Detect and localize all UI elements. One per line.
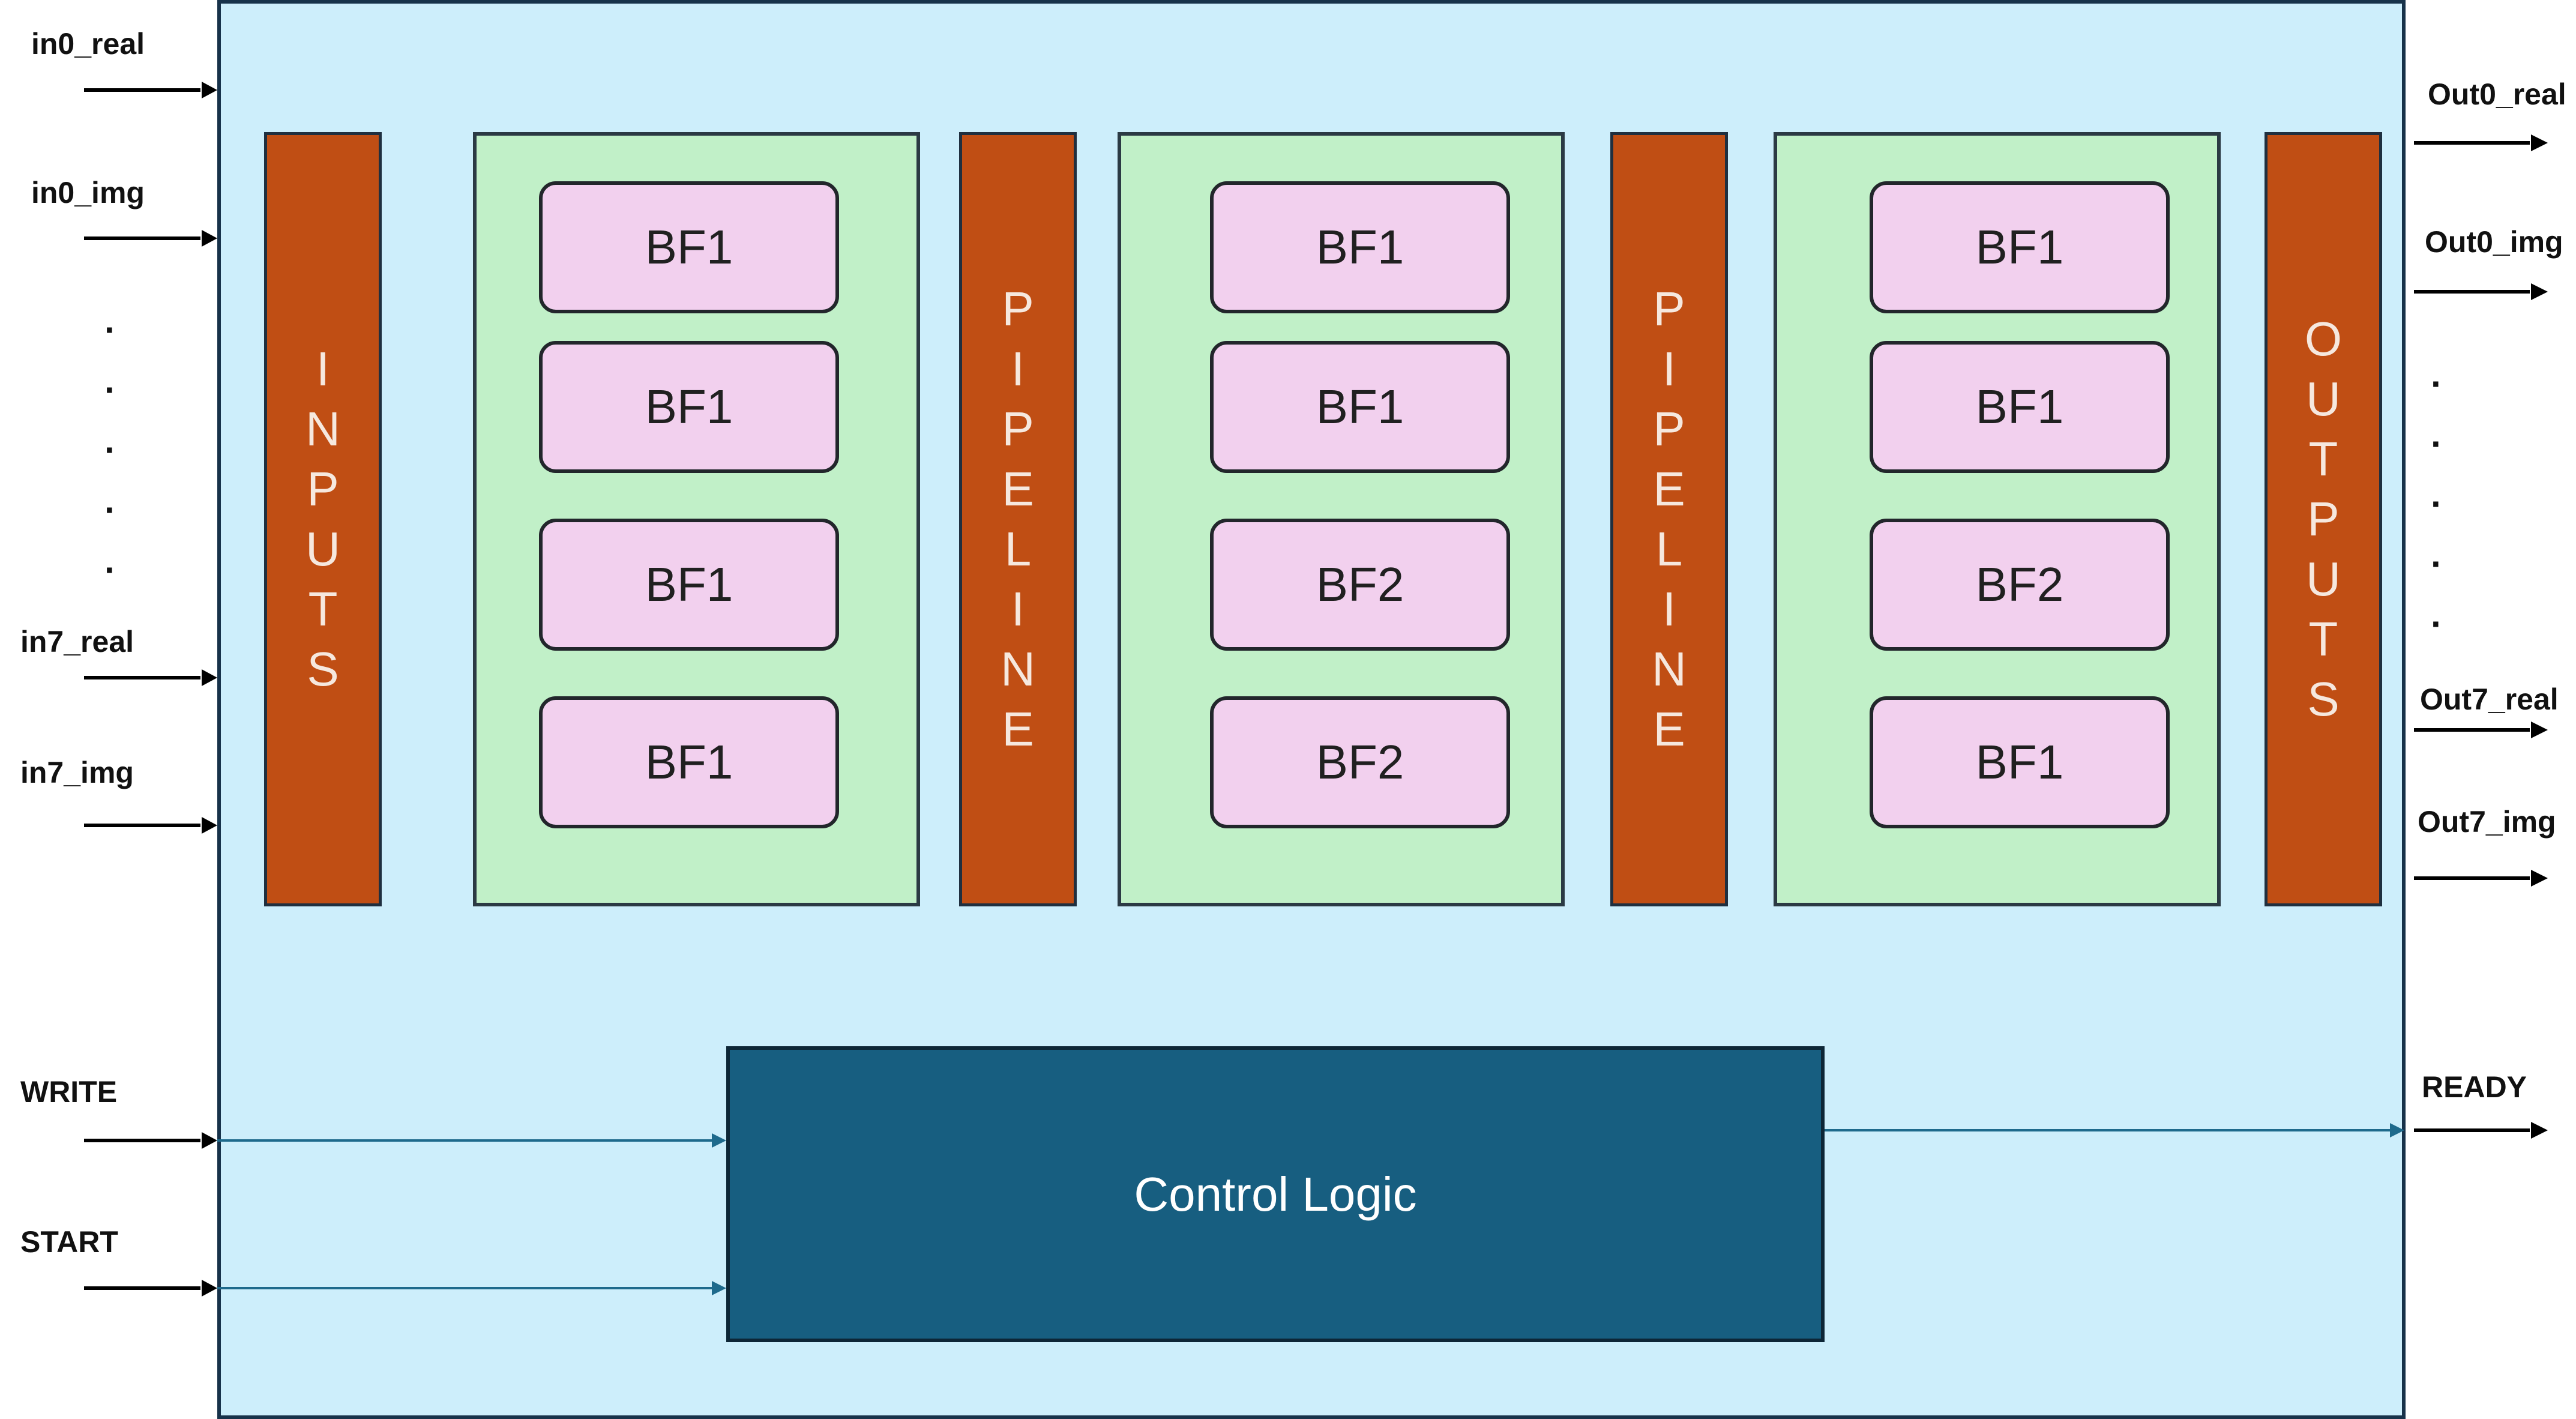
outputs-bar-label: O U T P U T S [2304, 312, 2343, 726]
pipeline-bar-1-label: P I P E L I N E [1001, 282, 1035, 756]
in0-real-label: in0_real [31, 27, 145, 61]
bf-block: BF1 [539, 341, 839, 473]
bf-block: BF1 [1210, 181, 1510, 313]
bf-block: BF1 [1210, 341, 1510, 473]
out7-img-label: Out7_img [2418, 805, 2556, 839]
arrowhead [2531, 870, 2548, 887]
pipeline-bar-2: P I P E L I N E [1610, 132, 1728, 906]
arrowhead [2531, 1122, 2548, 1139]
out7-real-label: Out7_real [2420, 682, 2559, 716]
arrowhead [2531, 283, 2548, 300]
pipeline-bar-1: P I P E L I N E [959, 132, 1077, 906]
arrowhead [2531, 722, 2548, 738]
bf-block: BF1 [539, 696, 839, 828]
write-label: WRITE [20, 1075, 118, 1109]
ellipsis-dot: · [2431, 604, 2443, 644]
arrowhead [202, 1280, 217, 1297]
control-logic-block: Control Logic [726, 1046, 1825, 1342]
ellipsis-dot: · [104, 430, 116, 470]
bf-block: BF1 [1870, 696, 2170, 828]
bf-block: BF1 [1870, 181, 2170, 313]
ready-label: READY [2422, 1070, 2527, 1104]
ellipsis-dot: · [2431, 544, 2443, 584]
arrowhead [202, 817, 217, 834]
bf-block: BF2 [1210, 519, 1510, 651]
arrowhead [202, 1132, 217, 1149]
outputs-bar: O U T P U T S [2265, 132, 2382, 906]
ellipsis-dot: · [104, 490, 116, 530]
arrowhead [2531, 134, 2548, 151]
ellipsis-dot: · [104, 310, 116, 350]
control-logic-label: Control Logic [1134, 1167, 1417, 1221]
ellipsis-dot: · [2431, 484, 2443, 524]
arrowhead [202, 669, 217, 686]
arrowhead [712, 1281, 726, 1295]
inputs-bar-label: I N P U T S [305, 342, 340, 696]
in7-img-label: in7_img [20, 756, 134, 789]
bf-block: BF1 [539, 519, 839, 651]
ellipsis-dot: · [104, 550, 116, 590]
in0-img-label: in0_img [31, 176, 145, 209]
bf-block: BF2 [1210, 696, 1510, 828]
arrowhead [712, 1133, 726, 1148]
bf-block: BF1 [539, 181, 839, 313]
bf-block: BF1 [1870, 341, 2170, 473]
arrowhead [202, 82, 217, 98]
in7-real-label: in7_real [20, 625, 134, 658]
start-label: START [20, 1225, 118, 1259]
ellipsis-dot: · [104, 370, 116, 410]
ellipsis-dot: · [2431, 364, 2443, 404]
out0-img-label: Out0_img [2425, 225, 2563, 259]
pipeline-bar-2-label: P I P E L I N E [1652, 282, 1687, 756]
ellipsis-dot: · [2431, 424, 2443, 464]
arrowhead [2390, 1123, 2404, 1137]
out0-real-label: Out0_real [2428, 77, 2566, 111]
inputs-bar: I N P U T S [264, 132, 382, 906]
arrowhead [202, 230, 217, 247]
bf-block: BF2 [1870, 519, 2170, 651]
